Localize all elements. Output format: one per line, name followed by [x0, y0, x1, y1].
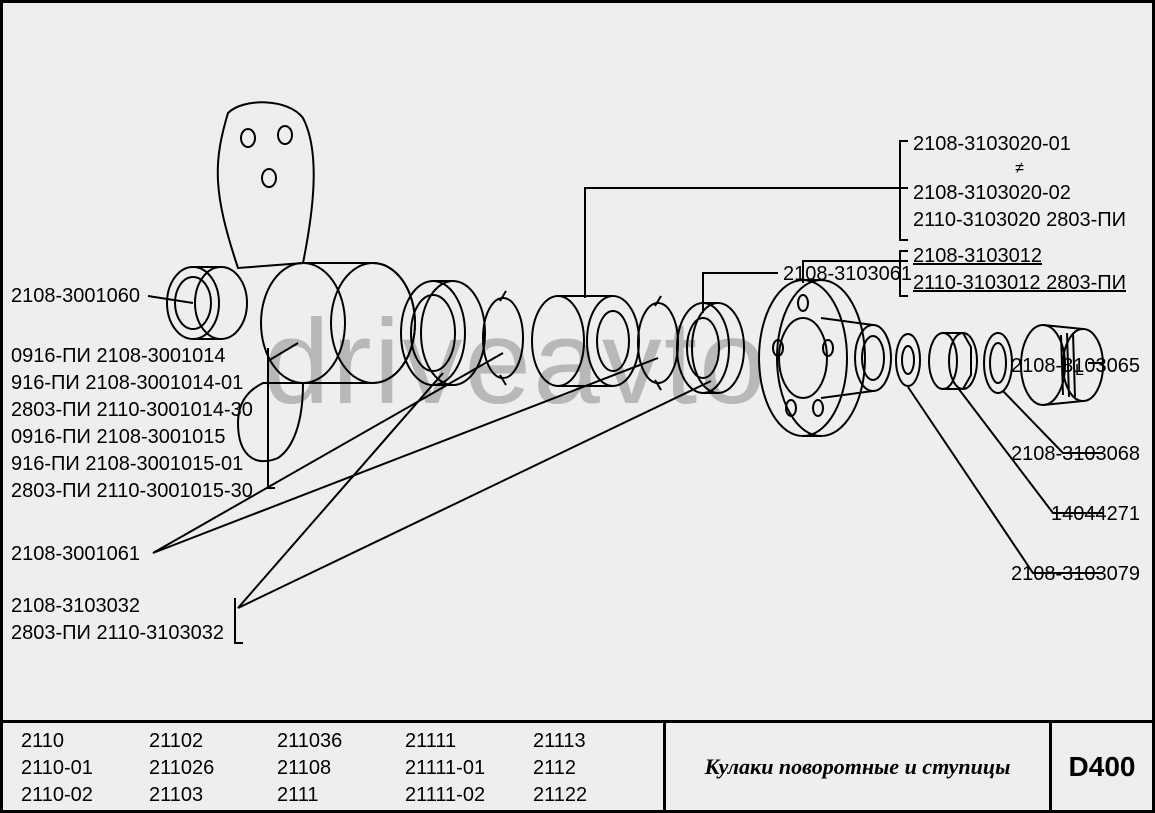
- label-right-1: 2108-3103065: [1011, 353, 1140, 380]
- label-right-3: 14044271: [1051, 501, 1140, 528]
- label-line: 0916-ПИ 2108-3001015: [11, 424, 253, 451]
- label-line: 2803-ПИ 2110-3103032: [11, 620, 224, 647]
- label-3001060: 2108-3001060: [11, 283, 140, 310]
- parts-rings: L: [401, 280, 1103, 436]
- label-top-right-group: 2108-3103020-01 ≠ 2108-3103020-02 2110-3…: [913, 131, 1126, 234]
- diagram-area: driveavto: [3, 3, 1152, 723]
- page-frame: driveavto: [0, 0, 1155, 813]
- label-3001061: 2108-3001061: [11, 541, 140, 568]
- label-right-2: 2108-3103068: [1011, 441, 1140, 468]
- label-left-group-2: 2108-3103032 2803-ПИ 2110-3103032: [11, 593, 224, 647]
- label-line: 2108-3103065: [1011, 355, 1140, 377]
- label-line: 916-ПИ 2108-3001014-01: [11, 370, 253, 397]
- label-line: 2803-ПИ 2110-3001015-30: [11, 478, 253, 505]
- label-line: 0916-ПИ 2108-3001014: [11, 343, 253, 370]
- label-left-group: 0916-ПИ 2108-3001014 916-ПИ 2108-3001014…: [11, 343, 253, 505]
- label-line: 2110-3103012 2803-ПИ: [913, 270, 1126, 297]
- label-line: 2108-3103012: [913, 243, 1126, 270]
- label-line: 2108-3103032: [11, 593, 224, 620]
- label-right-group-2: 2108-3103012 2110-3103012 2803-ПИ: [913, 243, 1126, 297]
- label-line: 2803-ПИ 2110-3001014-30: [11, 397, 253, 424]
- label-3103061: 2108-3103061: [783, 261, 912, 288]
- label-line: 2108-3103020-01: [913, 131, 1126, 158]
- label-line: 2108-3103020-02: [913, 180, 1126, 207]
- neq-symbol: ≠: [913, 158, 1126, 180]
- label-line: 2110-3103020 2803-ПИ: [913, 207, 1126, 234]
- label-right-4: 2108-3103079: [1011, 561, 1140, 588]
- label-span: 2110-3103012 2803-ПИ: [913, 272, 1126, 294]
- label-line: 916-ПИ 2108-3001015-01: [11, 451, 253, 478]
